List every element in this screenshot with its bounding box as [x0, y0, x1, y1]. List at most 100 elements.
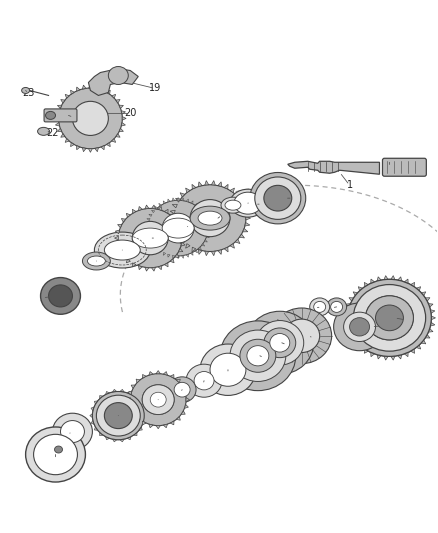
Polygon shape [176, 198, 180, 202]
Ellipse shape [148, 200, 208, 256]
Ellipse shape [190, 199, 230, 237]
Text: 20: 20 [124, 108, 137, 118]
Ellipse shape [198, 211, 222, 225]
Polygon shape [179, 248, 183, 252]
Text: 10: 10 [375, 321, 388, 331]
Ellipse shape [59, 88, 122, 149]
Polygon shape [71, 142, 74, 147]
Polygon shape [170, 210, 175, 214]
Polygon shape [180, 239, 185, 244]
FancyBboxPatch shape [382, 158, 426, 176]
Polygon shape [204, 240, 208, 242]
Ellipse shape [25, 427, 85, 482]
Polygon shape [358, 345, 363, 349]
Text: 19: 19 [149, 84, 161, 93]
Text: 12: 12 [222, 369, 234, 379]
Polygon shape [243, 229, 248, 232]
Polygon shape [145, 268, 149, 271]
Polygon shape [170, 222, 175, 226]
Polygon shape [181, 243, 185, 246]
Polygon shape [127, 398, 131, 402]
Polygon shape [145, 227, 148, 229]
Polygon shape [391, 356, 395, 360]
Polygon shape [138, 265, 142, 270]
Ellipse shape [310, 298, 330, 316]
Text: 2: 2 [290, 193, 296, 203]
Ellipse shape [200, 344, 256, 395]
Text: 26: 26 [281, 340, 293, 350]
Ellipse shape [34, 434, 78, 475]
Ellipse shape [162, 218, 194, 238]
Polygon shape [163, 372, 167, 375]
Polygon shape [428, 304, 433, 307]
Polygon shape [155, 247, 158, 250]
Polygon shape [145, 205, 149, 209]
Polygon shape [144, 414, 147, 418]
Ellipse shape [366, 296, 413, 340]
Polygon shape [246, 216, 251, 220]
Ellipse shape [118, 208, 182, 268]
Polygon shape [164, 263, 168, 267]
Polygon shape [177, 416, 180, 420]
Polygon shape [398, 354, 402, 359]
Ellipse shape [186, 364, 222, 397]
Polygon shape [152, 244, 155, 246]
Text: 9: 9 [403, 315, 409, 325]
Ellipse shape [334, 303, 385, 351]
Polygon shape [138, 206, 142, 211]
Polygon shape [204, 214, 208, 216]
Polygon shape [344, 322, 349, 326]
Ellipse shape [72, 101, 108, 135]
Ellipse shape [162, 213, 194, 243]
Polygon shape [224, 247, 228, 252]
Polygon shape [170, 259, 174, 263]
Polygon shape [146, 223, 149, 225]
Ellipse shape [210, 353, 246, 386]
Polygon shape [112, 94, 116, 98]
Polygon shape [119, 105, 124, 108]
Polygon shape [371, 279, 374, 284]
Polygon shape [142, 421, 146, 425]
Polygon shape [195, 250, 198, 253]
Polygon shape [208, 231, 211, 233]
Polygon shape [205, 251, 208, 256]
Polygon shape [230, 188, 234, 192]
Polygon shape [206, 236, 209, 238]
Ellipse shape [225, 200, 241, 210]
Polygon shape [132, 263, 136, 267]
Polygon shape [168, 254, 170, 257]
Polygon shape [235, 193, 240, 197]
Polygon shape [159, 203, 162, 206]
Ellipse shape [361, 292, 417, 344]
Ellipse shape [108, 67, 128, 84]
Polygon shape [65, 94, 69, 98]
Polygon shape [186, 188, 190, 192]
Ellipse shape [104, 402, 132, 429]
Polygon shape [181, 411, 185, 414]
Ellipse shape [348, 279, 431, 357]
Polygon shape [82, 148, 86, 152]
Ellipse shape [132, 228, 168, 248]
Polygon shape [346, 328, 350, 332]
Polygon shape [65, 139, 69, 142]
Ellipse shape [255, 177, 301, 220]
Ellipse shape [331, 301, 343, 312]
Ellipse shape [230, 330, 286, 382]
Ellipse shape [272, 308, 332, 364]
Polygon shape [61, 134, 65, 138]
Polygon shape [346, 304, 350, 307]
Polygon shape [134, 395, 137, 399]
Ellipse shape [174, 185, 246, 252]
Polygon shape [94, 401, 98, 405]
Ellipse shape [102, 401, 134, 431]
Polygon shape [136, 379, 140, 383]
Ellipse shape [256, 320, 304, 365]
Ellipse shape [150, 392, 166, 407]
Polygon shape [177, 379, 180, 383]
Ellipse shape [350, 318, 370, 336]
Text: 15: 15 [174, 387, 186, 398]
Text: 21: 21 [67, 112, 80, 123]
Ellipse shape [221, 197, 245, 213]
Polygon shape [201, 244, 205, 246]
Polygon shape [288, 161, 379, 174]
